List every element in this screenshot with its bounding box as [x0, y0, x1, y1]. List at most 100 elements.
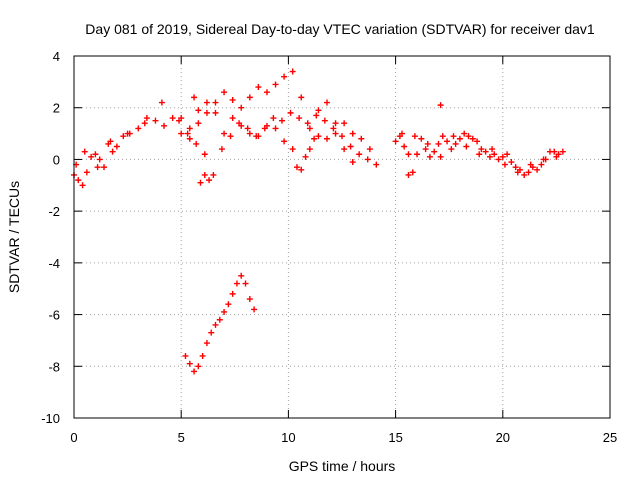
data-point — [418, 135, 425, 142]
data-point — [195, 363, 202, 370]
data-point — [444, 138, 451, 145]
data-point — [120, 133, 127, 140]
data-point — [255, 133, 262, 140]
data-point — [270, 115, 277, 122]
data-point — [356, 151, 363, 158]
x-tick-label: 5 — [178, 430, 185, 445]
data-point — [424, 140, 431, 147]
data-point — [289, 146, 296, 153]
data-point — [281, 73, 288, 80]
data-point — [195, 107, 202, 114]
data-point — [197, 179, 204, 186]
data-point — [186, 125, 193, 132]
x-tick-label: 0 — [70, 430, 77, 445]
data-point — [229, 290, 236, 297]
data-point — [298, 94, 305, 101]
data-point — [399, 130, 406, 137]
data-point — [178, 130, 185, 137]
y-tick-label: -6 — [48, 308, 60, 323]
data-point — [437, 102, 444, 109]
grid — [74, 56, 610, 418]
data-point — [323, 99, 330, 106]
data-point — [456, 135, 463, 142]
data-point — [422, 146, 429, 153]
x-axis-label: GPS time / hours — [289, 458, 396, 474]
data-point — [525, 169, 532, 176]
data-point — [216, 316, 223, 323]
data-point — [229, 115, 236, 122]
data-point — [221, 89, 228, 96]
data-point — [349, 159, 356, 166]
data-point — [439, 133, 446, 140]
data-point — [435, 140, 442, 147]
y-tick-label: -10 — [41, 411, 60, 426]
data-point — [88, 153, 95, 160]
data-point — [553, 153, 560, 160]
data-point — [373, 161, 380, 168]
data-point — [75, 177, 82, 184]
data-point — [405, 151, 412, 158]
data-point — [405, 171, 412, 178]
data-point — [323, 135, 330, 142]
data-point — [193, 140, 200, 147]
data-point — [242, 280, 249, 287]
data-point — [330, 125, 337, 132]
data-point — [504, 151, 511, 158]
data-point — [229, 96, 236, 103]
data-point — [186, 360, 193, 367]
data-point — [486, 153, 493, 160]
data-point — [124, 130, 131, 137]
data-point — [83, 169, 90, 176]
data-point — [182, 352, 189, 359]
data-point — [465, 133, 472, 140]
data-point — [306, 125, 313, 132]
data-point — [201, 151, 208, 158]
data-point — [184, 130, 191, 137]
data-point — [212, 109, 219, 116]
data-point — [306, 146, 313, 153]
data-point — [540, 156, 547, 163]
data-point — [527, 161, 534, 168]
data-point — [141, 120, 148, 127]
data-point — [201, 171, 208, 178]
data-point — [195, 120, 202, 127]
data-point — [238, 122, 245, 129]
data-point — [152, 117, 159, 124]
data-point — [482, 148, 489, 155]
data-point — [109, 148, 116, 155]
data-point — [263, 89, 270, 96]
data-point — [218, 146, 225, 153]
data-point — [101, 164, 108, 171]
data-point — [551, 148, 558, 155]
data-point — [169, 115, 176, 122]
y-tick-label: -2 — [48, 204, 60, 219]
data-point — [255, 84, 262, 91]
data-point — [263, 122, 270, 129]
y-tick-label: 0 — [53, 152, 60, 167]
data-point — [489, 146, 496, 153]
data-point — [461, 130, 468, 137]
y-tick-label: -4 — [48, 256, 60, 271]
data-point — [203, 340, 210, 347]
data-point — [499, 153, 506, 160]
data-point — [426, 153, 433, 160]
data-point — [251, 306, 258, 313]
data-point — [313, 112, 320, 119]
data-point — [178, 115, 185, 122]
data-point — [347, 143, 354, 150]
data-point — [212, 321, 219, 328]
data-point — [203, 99, 210, 106]
data-point — [332, 130, 339, 137]
data-point — [221, 130, 228, 137]
data-point — [227, 133, 234, 140]
data-point — [431, 148, 438, 155]
data-point — [191, 368, 198, 375]
x-tick-label: 25 — [603, 430, 617, 445]
data-point — [437, 153, 444, 160]
data-point — [414, 151, 421, 158]
data-point — [113, 143, 120, 150]
data-point — [96, 156, 103, 163]
data-point — [538, 161, 545, 168]
data-point — [272, 81, 279, 88]
data-point — [495, 156, 502, 163]
